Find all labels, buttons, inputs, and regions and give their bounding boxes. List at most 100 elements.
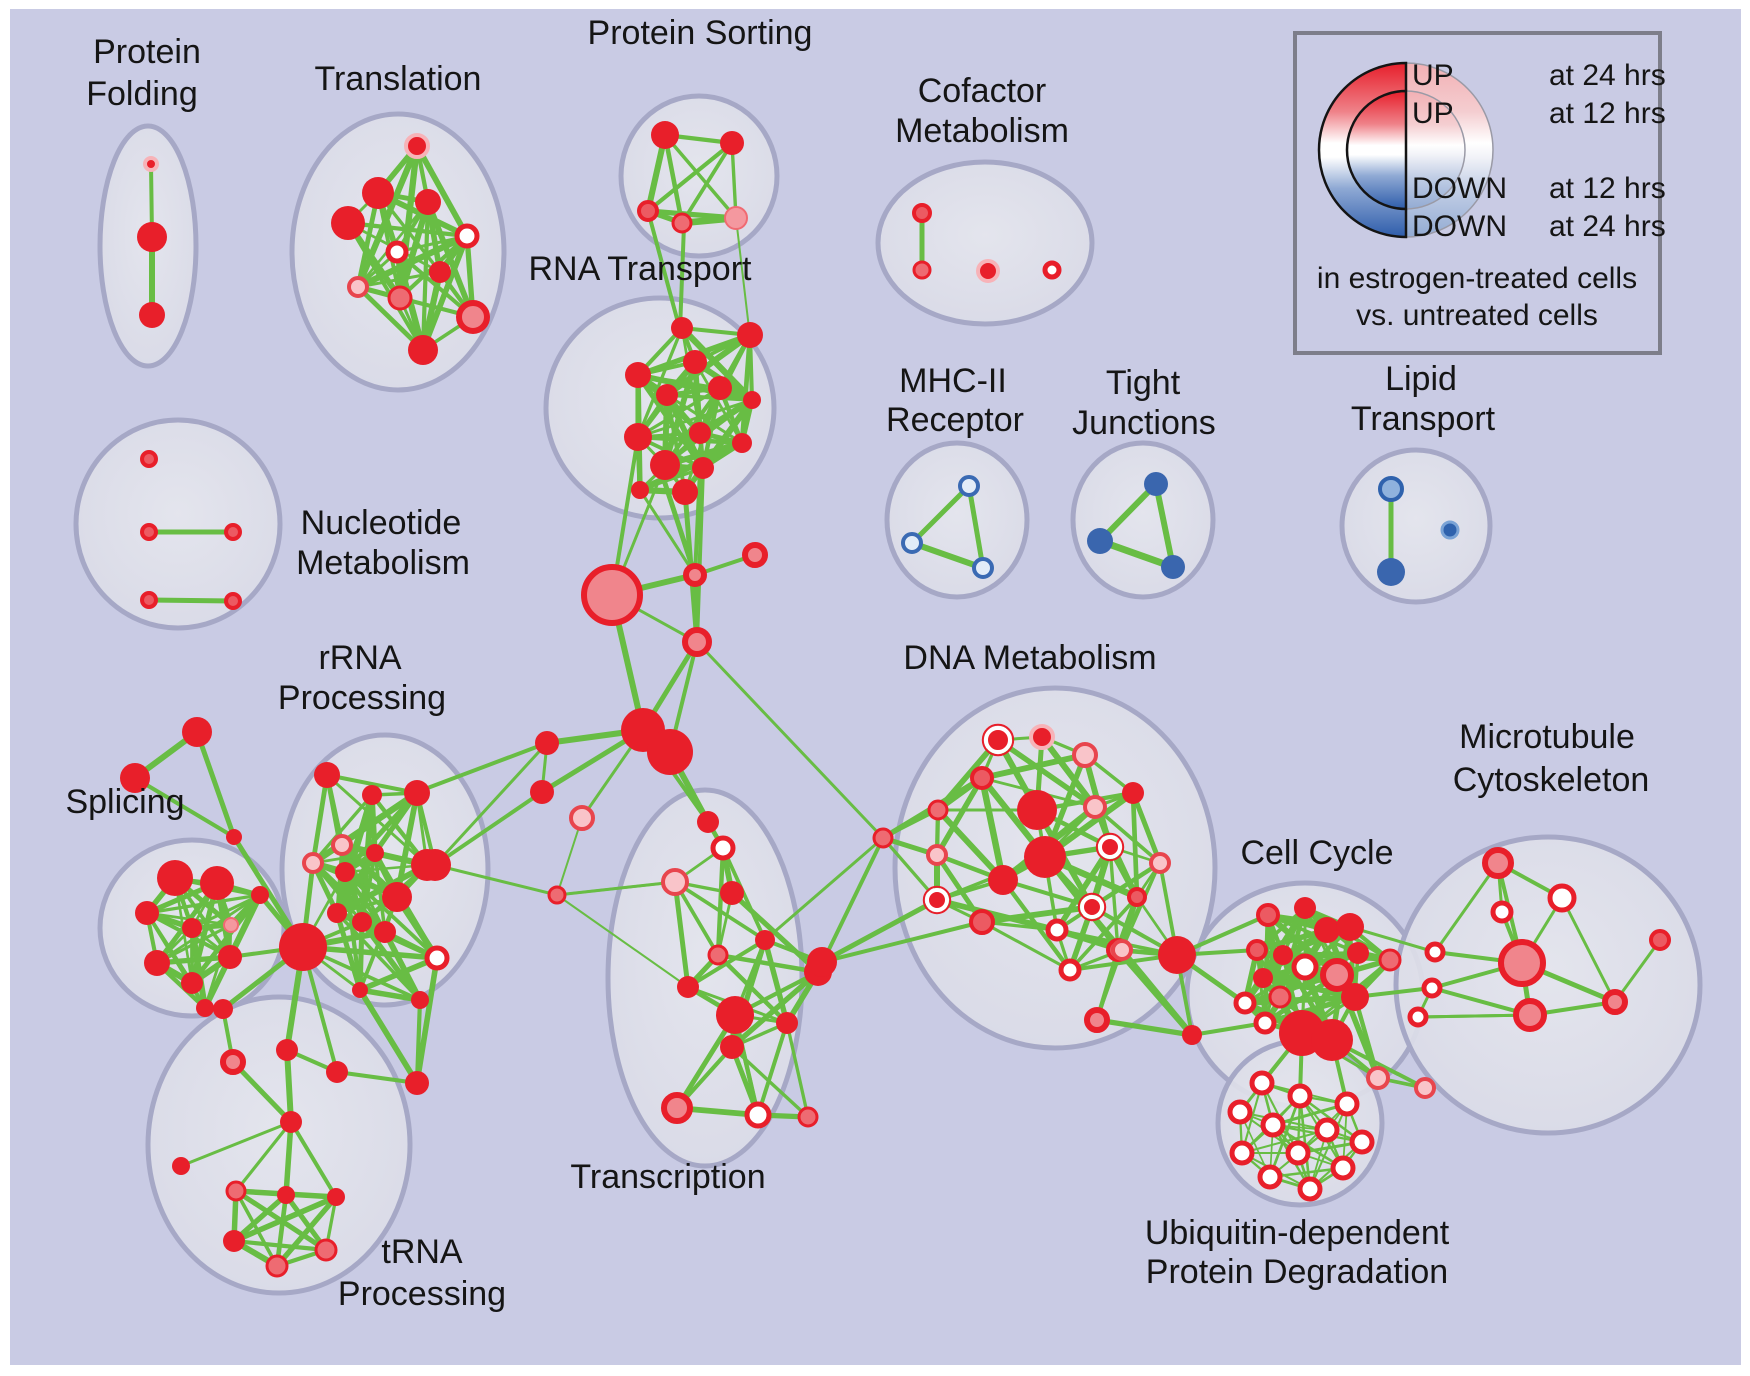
gene-node[interactable]	[331, 206, 365, 240]
gene-node[interactable]	[1024, 836, 1066, 878]
gene-node[interactable]	[1072, 742, 1098, 768]
gene-node[interactable]	[969, 909, 995, 935]
gene-node[interactable]	[429, 261, 451, 283]
gene-node[interactable]	[327, 1188, 345, 1206]
gene-node[interactable]	[1490, 900, 1514, 924]
gene-node[interactable]	[1260, 1112, 1286, 1138]
gene-node[interactable]	[716, 996, 754, 1034]
gene-node[interactable]	[1253, 968, 1273, 988]
gene-node[interactable]	[744, 1101, 772, 1129]
gene-node[interactable]	[1407, 1006, 1429, 1028]
gene-node[interactable]	[172, 1157, 190, 1175]
gene-node[interactable]	[1268, 985, 1292, 1009]
gene-node[interactable]	[223, 1230, 245, 1252]
gene-node[interactable]	[220, 1049, 246, 1075]
gene-node[interactable]	[326, 1061, 348, 1083]
gene-node[interactable]	[720, 131, 744, 155]
gene-node[interactable]	[625, 362, 651, 388]
gene-node[interactable]	[1424, 941, 1446, 963]
gene-node[interactable]	[972, 557, 994, 579]
gene-node[interactable]	[251, 886, 269, 904]
gene-node[interactable]	[1144, 472, 1168, 496]
gene-node[interactable]	[901, 532, 923, 554]
gene-node[interactable]	[1253, 1011, 1277, 1035]
gene-node[interactable]	[140, 523, 158, 541]
gene-node[interactable]	[1649, 929, 1671, 951]
gene-node[interactable]	[988, 865, 1018, 895]
gene-node[interactable]	[140, 591, 158, 609]
gene-node[interactable]	[637, 200, 659, 222]
gene-node[interactable]	[411, 991, 429, 1009]
gene-node[interactable]	[382, 882, 412, 912]
gene-node[interactable]	[1547, 883, 1577, 913]
gene-node[interactable]	[1378, 948, 1402, 972]
gene-node[interactable]	[1029, 724, 1055, 750]
gene-node[interactable]	[1273, 945, 1293, 965]
gene-node[interactable]	[1098, 835, 1122, 859]
gene-node[interactable]	[140, 450, 158, 468]
gene-node[interactable]	[404, 133, 430, 159]
gene-node[interactable]	[1297, 1176, 1323, 1202]
gene-node[interactable]	[1017, 790, 1057, 830]
gene-node[interactable]	[1347, 942, 1369, 964]
gene-node[interactable]	[970, 766, 994, 790]
gene-node[interactable]	[405, 1071, 429, 1095]
gene-node[interactable]	[708, 376, 732, 400]
gene-node[interactable]	[277, 1186, 295, 1204]
gene-node[interactable]	[1294, 897, 1316, 919]
gene-node[interactable]	[224, 523, 242, 541]
gene-node[interactable]	[1421, 977, 1443, 999]
gene-node[interactable]	[671, 212, 693, 234]
gene-node[interactable]	[530, 780, 554, 804]
gene-node[interactable]	[651, 121, 679, 149]
gene-node[interactable]	[387, 285, 413, 311]
gene-node[interactable]	[335, 862, 355, 882]
gene-node[interactable]	[647, 729, 693, 775]
gene-node[interactable]	[1249, 1070, 1275, 1096]
gene-node[interactable]	[958, 475, 980, 497]
gene-node[interactable]	[1602, 989, 1628, 1015]
gene-node[interactable]	[200, 866, 234, 900]
gene-node[interactable]	[1498, 939, 1546, 987]
gene-node[interactable]	[265, 1254, 289, 1278]
gene-node[interactable]	[720, 881, 744, 905]
gene-node[interactable]	[656, 384, 678, 406]
gene-node[interactable]	[1182, 1025, 1202, 1045]
gene-node[interactable]	[797, 1106, 819, 1128]
gene-node[interactable]	[1311, 1019, 1353, 1061]
gene-node[interactable]	[456, 300, 490, 334]
gene-node[interactable]	[724, 206, 748, 230]
gene-node[interactable]	[1377, 558, 1405, 586]
gene-node[interactable]	[374, 921, 396, 943]
gene-node[interactable]	[223, 917, 239, 933]
gene-node[interactable]	[720, 1035, 744, 1059]
gene-node[interactable]	[1042, 260, 1062, 280]
gene-node[interactable]	[1229, 1140, 1255, 1166]
gene-node[interactable]	[912, 260, 932, 280]
gene-node[interactable]	[1080, 895, 1104, 919]
gene-node[interactable]	[926, 844, 948, 866]
gene-node[interactable]	[672, 479, 698, 505]
gene-node[interactable]	[213, 999, 233, 1019]
gene-node[interactable]	[677, 976, 699, 998]
gene-node[interactable]	[1045, 918, 1069, 942]
gene-node[interactable]	[1161, 555, 1185, 579]
gene-node[interactable]	[1083, 795, 1107, 819]
gene-node[interactable]	[535, 731, 559, 755]
gene-node[interactable]	[631, 481, 649, 499]
gene-node[interactable]	[1084, 1007, 1110, 1033]
gene-node[interactable]	[143, 156, 159, 172]
gene-node[interactable]	[181, 972, 203, 994]
gene-node[interactable]	[1127, 887, 1147, 907]
gene-node[interactable]	[1158, 936, 1196, 974]
gene-node[interactable]	[1414, 1077, 1436, 1099]
gene-node[interactable]	[710, 835, 736, 861]
gene-node[interactable]	[1349, 1129, 1375, 1155]
gene-node[interactable]	[419, 849, 451, 881]
gene-node[interactable]	[737, 322, 763, 348]
gene-node[interactable]	[1334, 1091, 1360, 1117]
gene-node[interactable]	[225, 1180, 247, 1202]
gene-node[interactable]	[279, 923, 327, 971]
gene-node[interactable]	[1149, 852, 1171, 874]
gene-node[interactable]	[927, 799, 949, 821]
